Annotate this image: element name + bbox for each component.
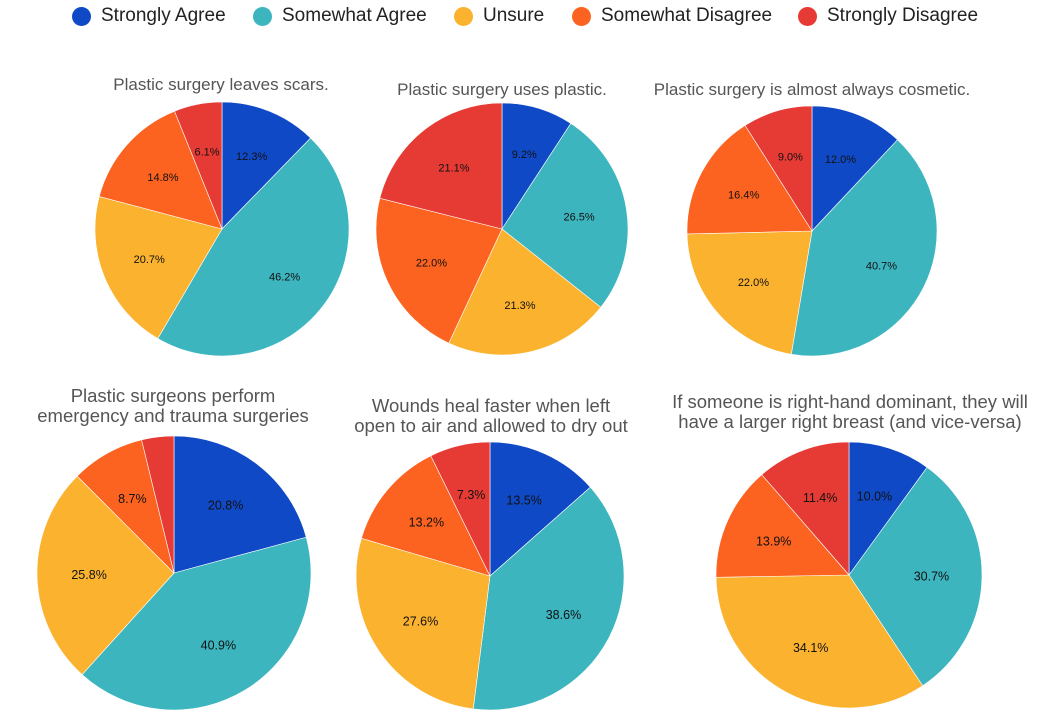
- pie-slice-strongly-agree: [489, 441, 591, 577]
- pie-slice-strongly-disagree: [141, 435, 175, 574]
- pie-slice-strongly-agree: [811, 105, 898, 232]
- pie-slice-strongly-agree: [173, 435, 307, 574]
- pie-5: 13.5% 38.6% 27.6% 13.2% 7.3%: [355, 441, 625, 711]
- pie-data-label: 38.6%: [546, 608, 581, 622]
- legend-label: Unsure: [483, 5, 545, 26]
- pie-title-scars: Plastic surgery leaves scars.: [113, 75, 329, 94]
- pie-data-label: 13.2%: [409, 516, 444, 530]
- pie-slice-strongly-disagree: [379, 102, 503, 230]
- pie-6: 10.0% 30.7% 34.1% 13.9% 11.4%: [715, 441, 983, 709]
- legend-swatch-somewhat-disagree: [572, 7, 591, 26]
- pie-slice-strongly-disagree: [761, 441, 850, 576]
- pie-3: 12.0% 40.7% 22.0% 16.4% 9.0%: [686, 105, 938, 357]
- pie-slice-somewhat-disagree: [375, 197, 503, 344]
- pie-data-label: 46.2%: [269, 272, 300, 284]
- pie-data-label: 9.0%: [778, 152, 803, 164]
- pie-data-label: 30.7%: [914, 570, 949, 584]
- legend-label: Somewhat Agree: [282, 5, 427, 26]
- pie-data-label: 40.7%: [866, 260, 897, 272]
- pie-data-label: 20.8%: [208, 499, 243, 513]
- pie-slice-unsure: [355, 537, 491, 710]
- pie-data-label: 21.1%: [438, 162, 469, 174]
- pie-title-uses-plastic: Plastic surgery uses plastic.: [397, 80, 607, 99]
- pie-data-label: 22.0%: [416, 258, 447, 270]
- pie-slice-somewhat-agree: [501, 123, 629, 308]
- pie-slice-somewhat-agree: [157, 137, 350, 357]
- pie-data-label: 12.0%: [825, 154, 856, 166]
- pie-title-wounds-heal: Wounds heal faster when left open to air…: [354, 395, 628, 436]
- legend-label: Somewhat Disagree: [601, 5, 773, 26]
- legend-swatch-unsure: [454, 7, 473, 26]
- pie-data-label: 16.4%: [728, 189, 759, 201]
- pie-slice-somewhat-disagree: [361, 455, 491, 577]
- pie-data-label: 27.6%: [403, 615, 438, 629]
- pie-data-label: 13.5%: [506, 493, 541, 507]
- legend-swatch-strongly-disagree: [798, 7, 817, 26]
- pie-slice-strongly-disagree: [744, 105, 813, 233]
- legend-label: Strongly Disagree: [827, 5, 979, 26]
- legend-swatch-somewhat-agree: [253, 7, 272, 26]
- pie-slice-somewhat-agree: [790, 139, 938, 357]
- pie-data-label: 21.3%: [504, 300, 535, 312]
- pie-data-label: 10.0%: [857, 490, 892, 504]
- pie-title-cosmetic: Plastic surgery is almost always cosmeti…: [653, 80, 971, 99]
- pie-slice-strongly-agree: [221, 101, 312, 230]
- pie-data-label: 12.3%: [236, 151, 267, 163]
- pie-slice-somewhat-agree: [472, 486, 625, 711]
- pie-data-label: 9.2%: [512, 149, 537, 161]
- pie-slice-unsure: [715, 574, 924, 709]
- pie-data-label: 6.1%: [194, 147, 219, 159]
- pie-slice-somewhat-agree: [848, 466, 983, 687]
- pie-title-right-hand: If someone is right-hand dominant, they …: [672, 391, 1028, 432]
- pie-data-label: 8.7%: [118, 492, 147, 506]
- pie-2: 9.2% 26.5% 21.3% 22.0% 21.1%: [375, 102, 629, 356]
- pie-slice-somewhat-disagree: [715, 474, 850, 578]
- pie-data-label: 7.3%: [457, 488, 486, 502]
- pie-data-label: 40.9%: [201, 638, 236, 652]
- pie-slice-somewhat-disagree: [98, 110, 223, 230]
- pie-slice-unsure: [36, 475, 175, 676]
- pie-slice-somewhat-disagree: [686, 125, 813, 235]
- pie-slice-strongly-disagree: [430, 441, 491, 577]
- legend: Strongly Agree Somewhat Agree Unsure Som…: [0, 4, 1064, 30]
- pie-slice-strongly-agree: [848, 441, 928, 576]
- pie-slice-somewhat-agree: [81, 536, 312, 711]
- pie-data-label: 11.4%: [803, 491, 838, 505]
- pie-slice-unsure: [686, 230, 813, 355]
- pie-data-label: 25.8%: [71, 568, 106, 582]
- pie-data-label: 14.8%: [147, 172, 178, 184]
- pie-title-emergency-trauma: Plastic surgeons perform emergency and t…: [37, 385, 309, 426]
- pie-slice-strongly-disagree: [174, 101, 223, 230]
- pie-slice-unsure: [94, 196, 223, 339]
- pie-slice-unsure: [448, 228, 602, 356]
- pie-data-label: 26.5%: [564, 211, 595, 223]
- pie-data-label: 13.9%: [756, 534, 791, 548]
- pie-data-label: 34.1%: [793, 641, 828, 655]
- pie-data-label: 22.0%: [738, 277, 769, 289]
- legend-swatch-strongly-agree: [72, 7, 91, 26]
- pie-data-label: 20.7%: [134, 254, 165, 266]
- legend-label: Strongly Agree: [101, 5, 226, 26]
- pie-4: 20.8% 40.9% 25.8% 8.7%: [36, 435, 312, 711]
- pie-1: 12.3% 46.2% 20.7% 14.8% 6.1%: [94, 101, 350, 357]
